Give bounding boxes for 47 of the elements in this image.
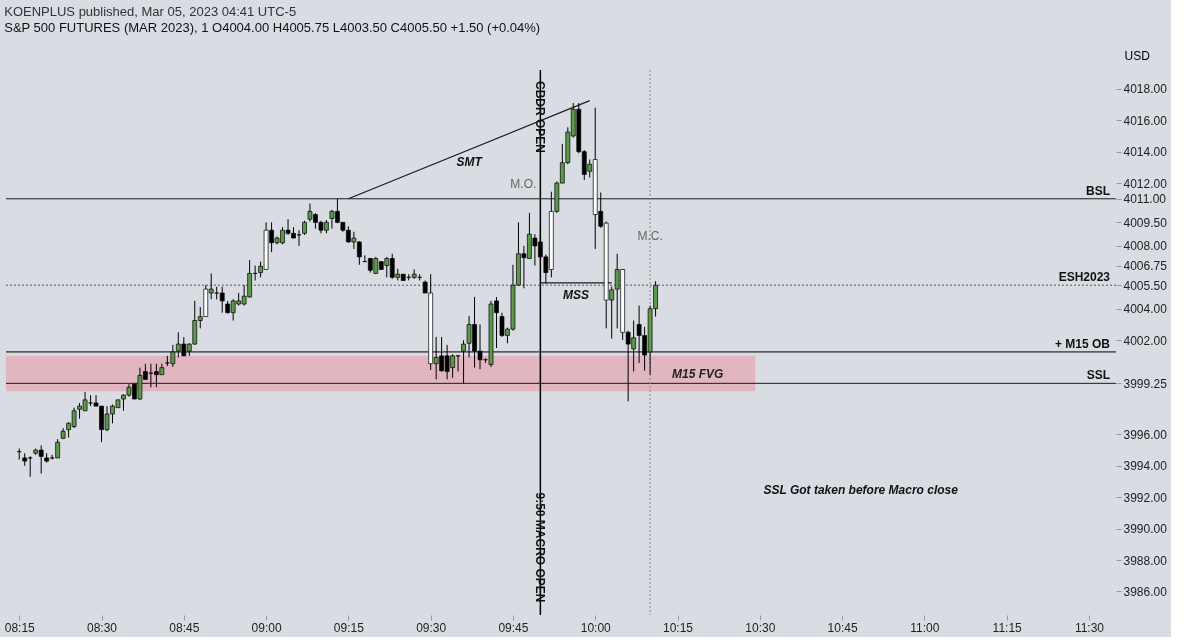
ref-line-label: + M15 OB bbox=[1054, 336, 1111, 351]
ref-line-label: BSL bbox=[1086, 183, 1110, 198]
y-tick-label: 4011.00 bbox=[1123, 192, 1167, 207]
x-tick-label: 10:00 bbox=[580, 620, 612, 635]
y-tick-label: 3988.00 bbox=[1123, 553, 1168, 568]
series-label: MSS bbox=[563, 287, 590, 302]
annotation: SSL Got taken before Macro close bbox=[763, 482, 959, 497]
x-tick-label: 09:00 bbox=[251, 620, 282, 635]
x-tick-label: 10:15 bbox=[663, 620, 694, 635]
x-tick-label: 08:15 bbox=[4, 620, 36, 635]
x-tick-label: 10:30 bbox=[745, 620, 776, 635]
x-tick-label: 11:00 bbox=[910, 620, 940, 635]
y-axis-title: USD bbox=[1124, 48, 1151, 63]
y-tick-label: 3996.00 bbox=[1123, 427, 1168, 442]
series-label: SMT bbox=[456, 154, 484, 169]
annotation: 9:50 MACRO OPEN bbox=[533, 492, 548, 603]
y-tick-label: 3992.00 bbox=[1123, 490, 1168, 505]
ref-line-label: SSL bbox=[1086, 368, 1110, 383]
y-tick-label: 4016.00 bbox=[1123, 113, 1168, 128]
y-tick-label: 4018.00 bbox=[1123, 82, 1168, 97]
y-tick-label: 3986.00 bbox=[1123, 584, 1168, 599]
y-tick-label: 4004.00 bbox=[1123, 302, 1168, 317]
x-tick-label: 10:45 bbox=[827, 620, 858, 635]
y-tick-label: 4002.00 bbox=[1123, 333, 1168, 348]
annotation: M.O. bbox=[510, 177, 537, 192]
y-tick-label: 4008.00 bbox=[1123, 239, 1168, 254]
annotation: CBDR OPEN bbox=[533, 80, 548, 154]
y-tick-label: 4009.50 bbox=[1123, 215, 1168, 230]
y-tick-label: 4014.00 bbox=[1123, 145, 1168, 160]
ref-line-label: ESH2023 bbox=[1058, 270, 1111, 285]
band-label: M15 FVG bbox=[672, 366, 724, 381]
x-tick-label: 09:15 bbox=[333, 620, 365, 635]
y-tick-label: 3999.25 bbox=[1123, 376, 1168, 391]
y-tick-label: 3990.00 bbox=[1123, 522, 1168, 537]
y-tick-label: 4012.00 bbox=[1123, 176, 1168, 191]
y-tick-label: 4006.75 bbox=[1123, 259, 1168, 274]
x-tick-label: 09:45 bbox=[498, 620, 529, 635]
chart-title: KOENPLUS published, Mar 05, 2023 04:41 UTC-5 bbox=[4, 4, 297, 19]
x-tick-label: 11:15 bbox=[992, 620, 1023, 635]
x-tick-label: 08:30 bbox=[87, 620, 118, 635]
y-tick-label: 4005.50 bbox=[1123, 278, 1168, 293]
chart-subtitle: S&P 500 FUTURES (MAR 2023), 1 O4004.00 H4005.75 L4003.50 C4005.50 +1.50 (+0.04%) bbox=[4, 20, 541, 35]
annotation: M.C. bbox=[637, 229, 663, 244]
y-tick-label: 3994.00 bbox=[1123, 459, 1168, 474]
x-tick-label: 09:30 bbox=[416, 620, 447, 635]
x-tick-label: 11:30 bbox=[1074, 620, 1105, 635]
x-tick-label: 08:45 bbox=[169, 620, 200, 635]
